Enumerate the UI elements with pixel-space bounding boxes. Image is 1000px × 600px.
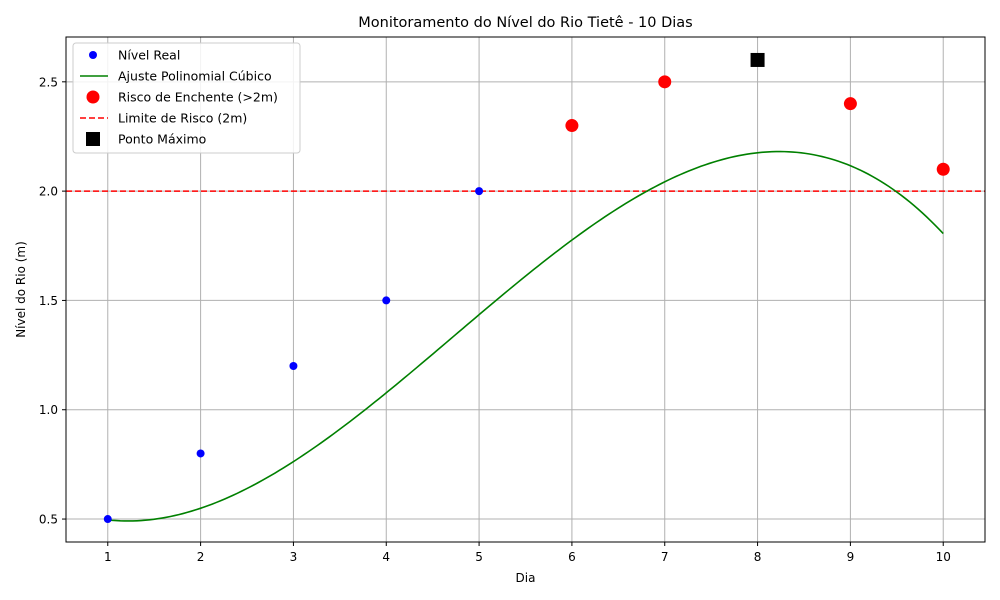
level-point [196,449,205,458]
x-axis-label: Dia [516,571,536,585]
axes-frame [65,36,986,543]
plot-area [66,52,985,524]
legend-box [72,42,301,154]
legend-label-maximo: Ponto Máximo [118,132,206,147]
x-tick-label: 1 [104,550,112,564]
legend-marker-maximo [86,132,100,146]
legend-marker-nivel-real [89,51,97,59]
x-tick-label: 6 [568,550,576,564]
y-axis-label: Nível do Rio (m) [14,241,28,338]
legend-label-nivel-real: Nível Real [118,48,180,63]
x-tick-label: 9 [847,550,855,564]
legend-label-limite: Limite de Risco (2m) [118,111,247,126]
x-tick-label: 7 [661,550,669,564]
y-tick-label: 2.0 [39,185,58,199]
y-tick-label: 0.5 [39,513,58,527]
risk-point [565,119,579,133]
x-tick-label: 4 [382,550,390,564]
legend-marker-risco [86,90,100,104]
x-tick-label: 3 [290,550,298,564]
x-tick-label: 2 [197,550,205,564]
y-tick-label: 1.0 [39,403,58,417]
risk-point [936,162,950,176]
chart-title: Monitoramento do Nível do Rio Tietê - 10… [358,15,692,31]
level-point [382,296,391,305]
level-point [289,362,298,371]
risk-point [843,97,857,111]
x-tick-label: 10 [936,550,951,564]
ticks: 1 2 3 4 5 6 7 8 9 10 0.5 1.0 1.5 2.0 2.5 [39,75,951,564]
level-point [475,187,484,196]
risk-point [658,75,672,89]
legend-label-risco: Risco de Enchente (>2m) [118,90,278,105]
max-point [750,52,765,67]
x-tick-label: 8 [754,550,762,564]
y-tick-label: 1.5 [39,294,58,308]
fit-curve [107,150,944,522]
x-tick-label: 5 [475,550,483,564]
level-point [103,515,112,524]
y-tick-label: 2.5 [39,75,58,89]
legend: Nível Real Ajuste Polinomial Cúbico Risc… [72,42,301,154]
legend-label-ajuste: Ajuste Polinomial Cúbico [118,69,272,84]
